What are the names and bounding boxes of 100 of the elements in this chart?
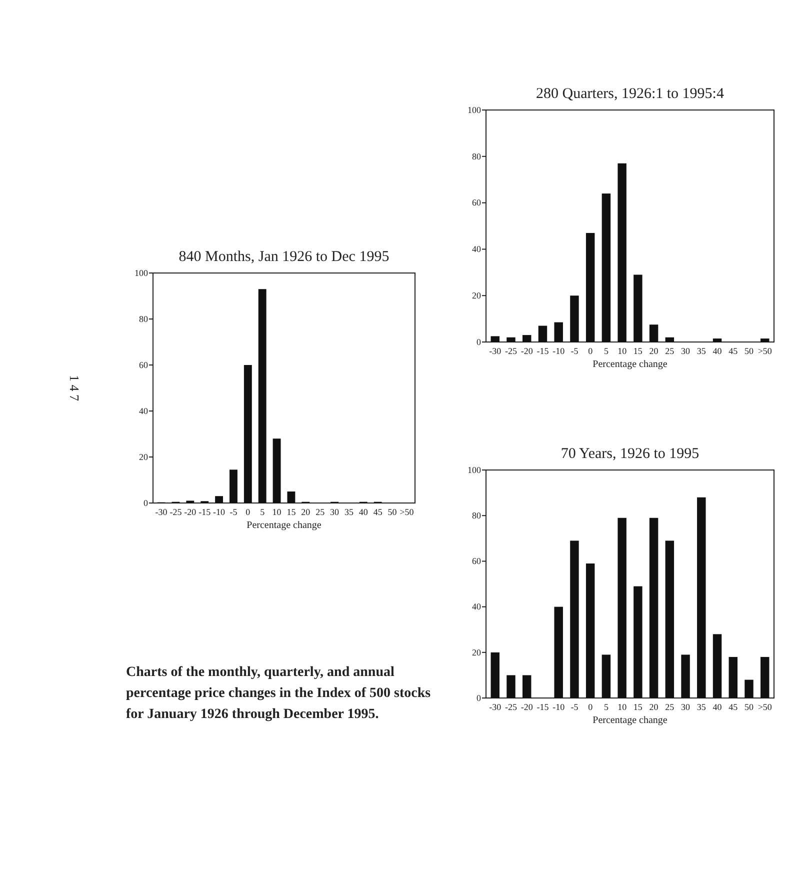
y-tick-label: 40 — [139, 406, 148, 416]
bar — [760, 656, 770, 698]
x-tick-label: -15 — [536, 702, 550, 712]
x-tick-label: 15 — [633, 346, 643, 356]
bar — [258, 289, 266, 503]
x-tick-label: -20 — [520, 702, 534, 712]
x-tick-label: 30 — [681, 702, 691, 712]
x-tick-label: 0 — [588, 346, 594, 356]
bar — [744, 680, 754, 698]
x-tick-label: 10 — [618, 702, 628, 712]
y-tick-label: 20 — [472, 647, 482, 658]
x-tick-label: >50 — [758, 702, 772, 712]
bar — [602, 194, 611, 342]
bar — [490, 336, 500, 342]
y-tick-label: 100 — [468, 464, 482, 475]
y-tick-label: 80 — [139, 314, 148, 324]
x-tick-label: -20 — [520, 346, 534, 356]
x-tick-label: 25 — [665, 346, 675, 356]
x-tick-label: 20 — [301, 507, 311, 517]
x-tick-label: 20 — [649, 702, 659, 712]
x-tick-label: 30 — [330, 507, 340, 517]
bar — [287, 492, 296, 503]
x-tick-label: -20 — [184, 507, 197, 517]
y-tick-label: 60 — [472, 556, 482, 566]
y-tick-label: 100 — [468, 104, 482, 115]
x-axis-title: Percentage change — [592, 715, 668, 726]
chart-title: 840 Months, Jan 1926 to Dec 1995 — [178, 249, 390, 265]
x-tick-label: 45 — [373, 507, 383, 517]
x-tick-label: 50 — [744, 346, 754, 356]
x-tick-label: -25 — [504, 346, 518, 356]
bar — [665, 540, 674, 698]
bar — [244, 365, 252, 503]
x-tick-label: 35 — [344, 507, 354, 517]
bar — [586, 563, 595, 698]
x-tick-label: 0 — [246, 507, 251, 517]
bar — [634, 274, 642, 342]
x-tick-label: -5 — [570, 346, 579, 356]
x-tick-label: 5 — [604, 702, 609, 712]
x-tick-label: 30 — [681, 346, 691, 356]
y-tick-label: 80 — [472, 151, 482, 162]
x-tick-label: -30 — [489, 346, 502, 356]
bar — [570, 296, 579, 342]
x-tick-label: -10 — [552, 346, 566, 356]
x-tick-label: -15 — [198, 507, 212, 517]
text: 1 4 7 — [67, 375, 82, 402]
x-tick-label: 15 — [633, 702, 643, 712]
bar — [665, 337, 674, 342]
x-tick-label: 25 — [665, 702, 675, 712]
x-tick-label: -10 — [213, 507, 226, 517]
x-tick-label: -15 — [536, 346, 550, 356]
chart-title: 280 Quarters, 1926:1 to 1995:4 — [536, 86, 724, 102]
y-tick-label: 80 — [472, 510, 482, 520]
bar — [728, 656, 738, 698]
bar — [272, 438, 281, 503]
x-tick-label: 15 — [286, 507, 296, 517]
y-tick-label: 60 — [472, 198, 482, 208]
bar — [618, 518, 626, 698]
x-tick-label: 45 — [728, 346, 738, 356]
bar — [230, 470, 238, 503]
x-tick-label: -30 — [155, 507, 168, 517]
y-tick-label: 100 — [134, 268, 148, 278]
text: Charts of the monthly, quarterly, and annual percentage price changes in the Index of 500 stocks for January 1926 through December 1995. — [126, 665, 432, 722]
bar — [522, 675, 532, 698]
x-tick-label: 40 — [712, 346, 722, 356]
bar — [506, 337, 516, 342]
bar — [490, 652, 500, 698]
bar — [522, 335, 532, 342]
x-tick-label: 40 — [358, 507, 368, 517]
bar — [554, 322, 563, 342]
x-tick-label: -25 — [170, 507, 182, 517]
x-tick-label: -30 — [489, 702, 502, 712]
bar — [697, 497, 706, 698]
x-tick-label: 45 — [728, 702, 738, 712]
x-tick-label: 10 — [618, 346, 628, 356]
bar — [712, 338, 722, 342]
bar — [712, 634, 722, 698]
x-tick-label: -25 — [504, 702, 518, 712]
bar — [506, 675, 516, 698]
y-tick-label: 40 — [472, 602, 482, 612]
bar — [554, 606, 563, 698]
x-tick-label: -5 — [230, 507, 238, 517]
x-tick-label: >50 — [758, 346, 772, 356]
bar — [760, 338, 770, 342]
y-tick-label: 20 — [472, 290, 482, 300]
x-tick-label: 35 — [696, 702, 706, 712]
y-tick-label: 20 — [139, 452, 148, 462]
x-tick-label: 50 — [744, 702, 754, 712]
bar — [570, 540, 579, 698]
x-tick-label: 10 — [272, 507, 282, 517]
bar — [602, 654, 611, 698]
bar — [538, 326, 548, 342]
x-tick-label: 0 — [588, 702, 594, 712]
bar — [649, 324, 658, 342]
bar — [215, 496, 224, 503]
x-tick-label: 35 — [696, 346, 706, 356]
y-tick-label: 60 — [139, 360, 148, 370]
bar — [649, 518, 658, 698]
x-axis-title: Percentage change — [592, 359, 668, 370]
x-tick-label: >50 — [400, 507, 414, 517]
x-tick-label: -5 — [570, 702, 579, 712]
